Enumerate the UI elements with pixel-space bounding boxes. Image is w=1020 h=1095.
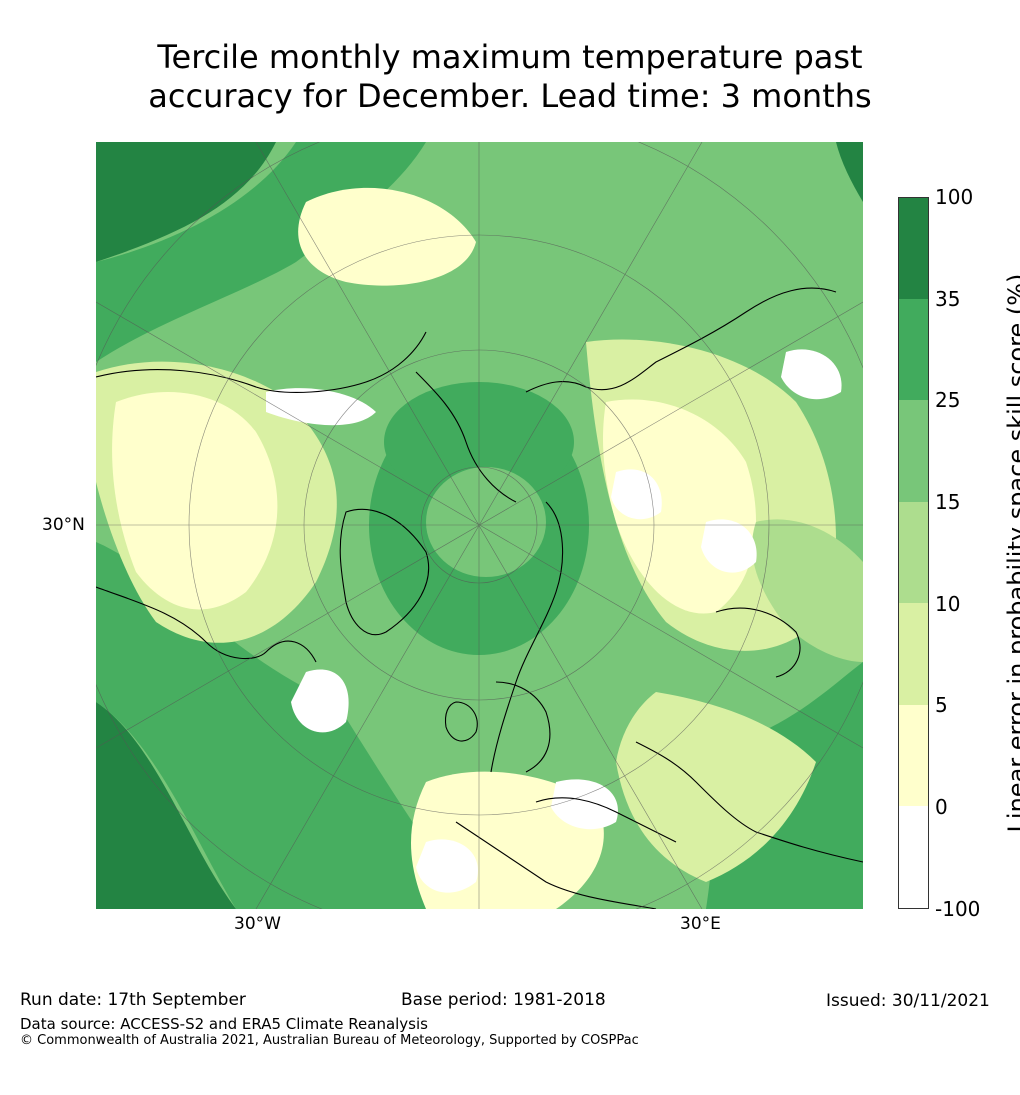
colorbar-tick: 0 <box>935 795 948 819</box>
colorbar-label: Linear error in probability space skill … <box>1003 273 1020 833</box>
colorbar-bin <box>899 705 928 806</box>
colorbar <box>898 197 929 909</box>
footer-data-source: Data source: ACCESS-S2 and ERA5 Climate … <box>20 1015 428 1033</box>
skill-region-low-mid <box>752 519 863 662</box>
colorbar-tick: 10 <box>935 592 961 616</box>
polar-map-svg <box>96 142 863 909</box>
longitude-label-30e: 30°E <box>680 914 721 934</box>
skill-region-negative <box>266 388 376 426</box>
map-title-line-1: Tercile monthly maximum temperature past <box>157 38 863 76</box>
skill-region-high <box>96 702 236 909</box>
latitude-label-30n: 30°N <box>42 515 85 535</box>
colorbar-bin <box>899 400 928 502</box>
colorbar-bin <box>899 299 928 400</box>
skill-region-low <box>112 392 278 610</box>
colorbar-tick: 15 <box>935 490 961 514</box>
colorbar-bin <box>899 198 928 299</box>
map-title-line-2: accuracy for December. Lead time: 3 mont… <box>148 77 872 115</box>
colorbar-bin <box>899 603 928 705</box>
skill-region-negative <box>611 469 662 520</box>
skill-region-arctic-inner <box>426 467 546 577</box>
skill-region-negative <box>291 669 349 733</box>
graticule <box>96 142 863 909</box>
skill-region-negative <box>701 519 757 573</box>
colorbar-tick: -100 <box>935 897 981 921</box>
skill-region-high <box>836 142 863 202</box>
skill-region-low <box>298 187 476 286</box>
footer-copyright: © Commonwealth of Australia 2021, Austra… <box>20 1033 639 1048</box>
skill-region-low <box>616 692 816 882</box>
colorbar-tick: 100 <box>935 185 974 209</box>
colorbar-tick: 35 <box>935 287 961 311</box>
colorbar-bin <box>899 502 928 603</box>
colorbar-tick: 5 <box>935 693 948 717</box>
polar-map <box>96 142 863 909</box>
skill-region-high <box>96 142 276 262</box>
skill-region-negative <box>551 779 618 830</box>
colorbar-bin <box>899 806 928 908</box>
footer-base-period: Base period: 1981-2018 <box>401 990 606 1010</box>
footer-run-date: Run date: 17th September <box>20 990 246 1010</box>
footer-issued: Issued: 30/11/2021 <box>826 991 990 1011</box>
longitude-label-30w: 30°W <box>234 914 281 934</box>
skill-region-negative <box>781 349 842 400</box>
map-title: Tercile monthly maximum temperature past… <box>0 38 1020 116</box>
skill-region-negative <box>416 839 478 893</box>
colorbar-tick: 25 <box>935 388 961 412</box>
